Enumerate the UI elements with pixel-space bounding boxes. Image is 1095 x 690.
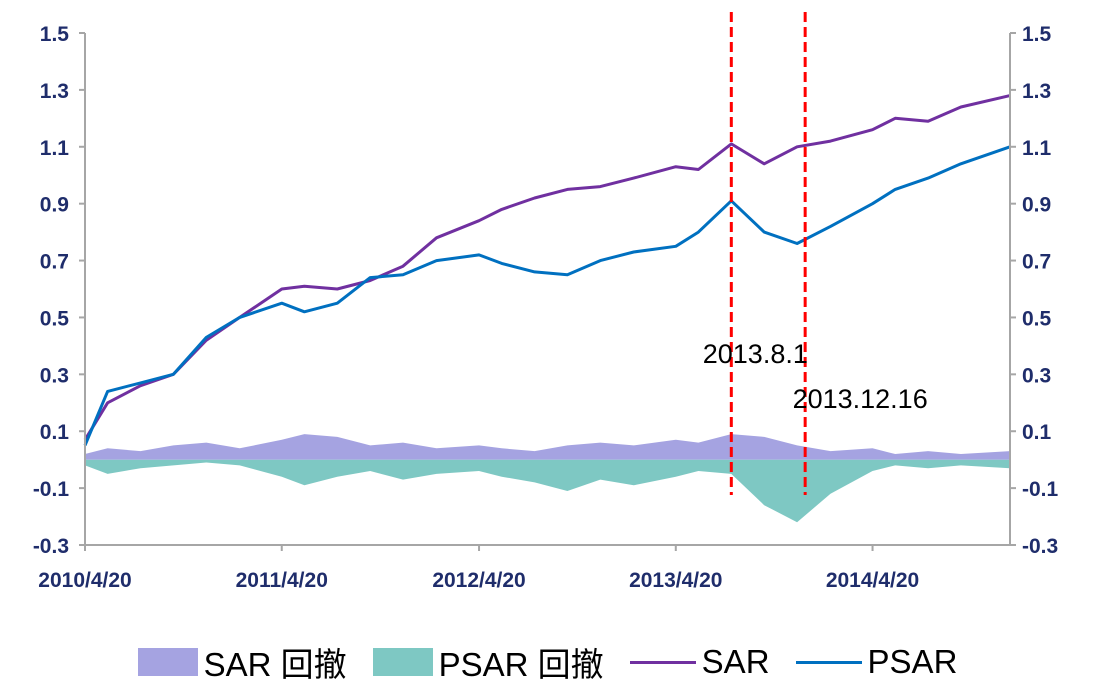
y-tick-label-left: 0.1 — [40, 421, 70, 444]
x-tick-label: 2010/4/20 — [38, 569, 131, 592]
chart-plot: 1.5 1.5 1.3 1.3 1.1 1.1 0.9 0.9 0.7 0.7 0.5 0.5 0.3 0… — [33, 12, 1059, 592]
legend-label: PSAR 回撤 — [438, 646, 604, 683]
legend-swatch — [372, 648, 433, 676]
y-tick-label-left: -0.1 — [33, 478, 70, 501]
event-label: 2013.8.1 — [703, 339, 808, 369]
x-tick-label: 2013/4/20 — [629, 569, 722, 592]
legend-label: SAR — [701, 643, 770, 680]
y-tick-label-left: 0.7 — [40, 251, 69, 274]
y-tick-label-right: 0.7 — [1022, 251, 1051, 274]
x-tick-label: 2012/4/20 — [432, 569, 525, 592]
y-tick-label-right: 1.3 — [1022, 80, 1051, 103]
x-tick-label: 2011/4/20 — [236, 569, 328, 592]
psar-drawdown-area — [85, 459, 1010, 523]
psar-line — [83, 145, 1011, 446]
y-tick-label-right: 1.5 — [1022, 23, 1052, 46]
y-tick-label-left: 0.5 — [40, 307, 70, 330]
y-tick-label-right: 1.1 — [1022, 137, 1052, 160]
y-tick-label-left: 0.3 — [40, 364, 69, 387]
legend-item: PSAR 回撤 — [372, 638, 604, 686]
y-tick-label-right: 0.9 — [1022, 194, 1051, 217]
y-tick-label-right: -0.3 — [1022, 535, 1058, 558]
y-tick-label-right: 0.3 — [1022, 364, 1051, 387]
legend-swatch — [795, 660, 862, 664]
y-tick-label-left: 1.1 — [40, 137, 70, 160]
legend-swatch — [629, 660, 696, 664]
legend-swatch — [137, 648, 198, 676]
y-tick-label-right: 0.1 — [1022, 421, 1052, 444]
y-tick-label-left: 1.3 — [40, 80, 69, 103]
x-tick-label: 2014/4/20 — [826, 569, 919, 592]
legend-item: SAR — [629, 643, 770, 681]
y-tick-label-left: 1.5 — [40, 23, 70, 46]
legend-label: SAR 回撤 — [203, 646, 347, 683]
sar-drawdown-area — [85, 434, 1010, 460]
legend-label: PSAR — [867, 643, 958, 680]
y-tick-label-left: -0.3 — [33, 535, 69, 558]
y-tick-label-right: 0.5 — [1022, 307, 1052, 330]
chart-legend: SAR 回撤 PSAR 回撤 SAR PSAR — [0, 640, 1095, 684]
event-label: 2013.12.16 — [793, 384, 928, 414]
y-tick-label-left: 0.9 — [40, 194, 69, 217]
legend-item: PSAR — [795, 643, 958, 681]
legend-item: SAR 回撤 — [137, 638, 347, 686]
y-tick-label-right: -0.1 — [1022, 478, 1059, 501]
